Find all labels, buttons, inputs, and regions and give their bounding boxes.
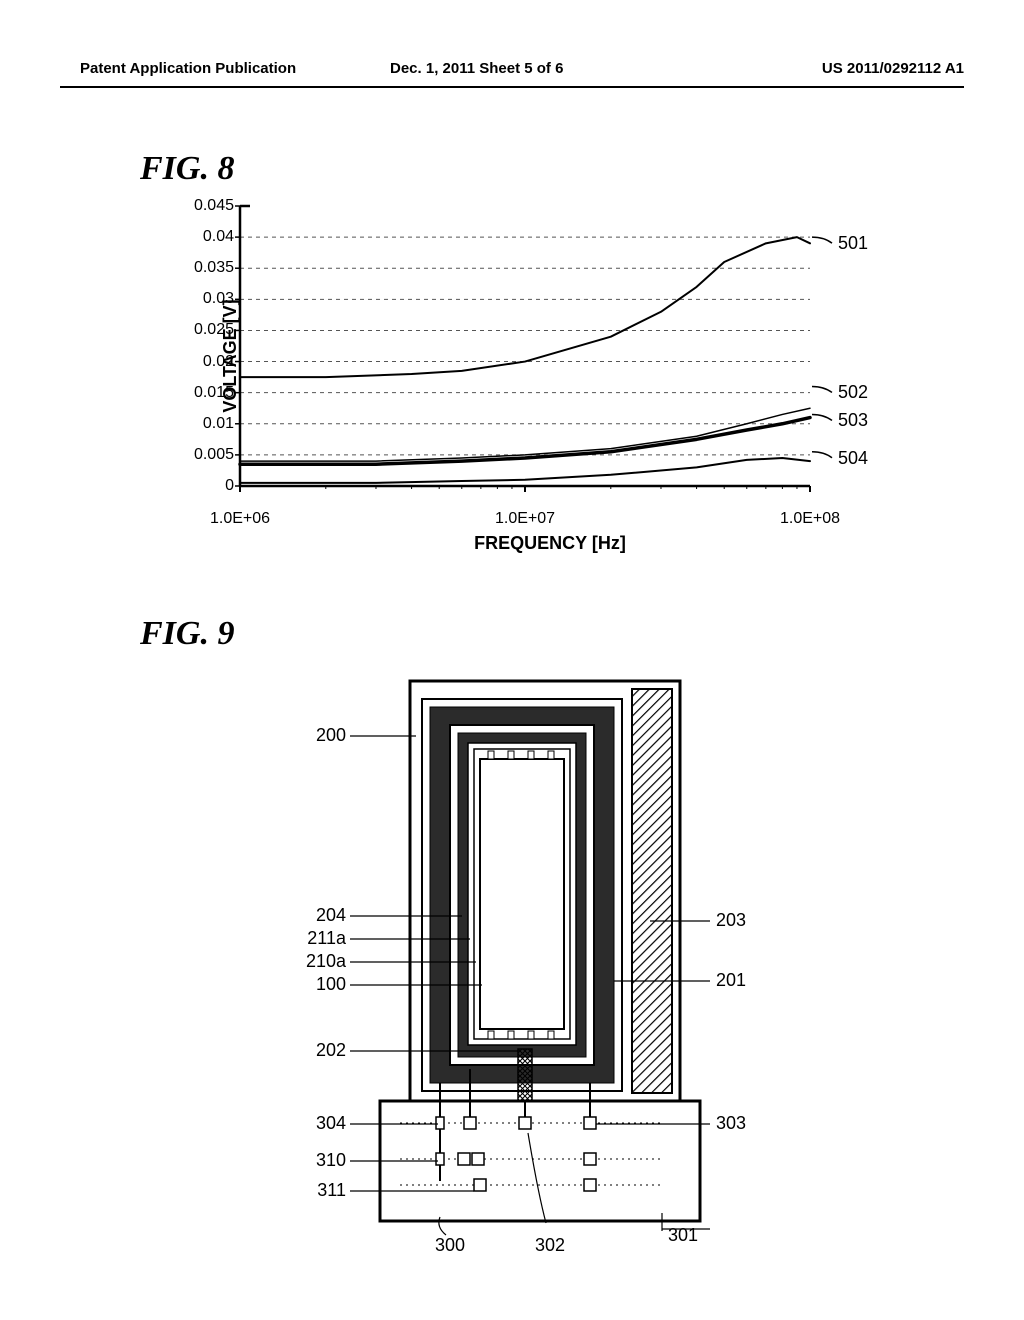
svg-text:203: 203 [716,910,746,930]
header-right: US 2011/0292112 A1 [822,60,964,77]
fig9-title: FIG. 9 [140,615,880,653]
svg-text:200: 200 [316,725,346,745]
svg-text:304: 304 [316,1113,346,1133]
fig8-callout: 504 [838,448,868,469]
fig8-xtick: 1.0E+06 [210,510,270,528]
header-left: Patent Application Publication [80,60,296,77]
svg-text:300: 300 [435,1235,465,1255]
header-mid: Dec. 1, 2011 Sheet 5 of 6 [390,60,563,77]
fig8-svg [240,206,860,506]
fig8-ytick: 0 [225,477,234,495]
fig8-xlabel: FREQUENCY [Hz] [474,533,626,554]
fig8-ytick: 0.015 [194,384,234,402]
fig8-ytick: 0.035 [194,259,234,277]
fig8-ytick: 0.02 [203,353,234,371]
fig8-ytick: 0.01 [203,415,234,433]
svg-text:202: 202 [316,1040,346,1060]
fig8-ytick: 0.025 [194,321,234,339]
svg-text:100: 100 [316,974,346,994]
figure-9: FIG. 9 200 204 211a 210a 100 202 304 310 311 203 2… [140,615,880,1291]
fig9-diagram: 200204211a210a10020230431031120320130330… [340,671,760,1291]
fig8-callout: 503 [838,410,868,431]
svg-text:310: 310 [316,1150,346,1170]
fig8-ytick: 0.005 [194,446,234,464]
fig8-callout: 501 [838,233,868,254]
svg-text:201: 201 [716,970,746,990]
svg-text:301: 301 [668,1225,698,1245]
fig9-svg: 200204211a210a10020230431031120320130330… [340,671,760,1271]
fig8-xtick: 1.0E+07 [495,510,555,528]
fig8-callout: 502 [838,382,868,403]
svg-text:211a: 211a [307,928,347,948]
figure-8: FIG. 8 VOLTAGE [V] FREQUENCY [Hz] 00.005… [140,150,880,506]
fig8-ytick: 0.03 [203,290,234,308]
svg-text:302: 302 [535,1235,565,1255]
svg-text:311: 311 [317,1180,346,1200]
svg-text:210a: 210a [306,951,347,971]
svg-text:303: 303 [716,1113,746,1133]
svg-text:204: 204 [316,905,346,925]
fig8-ytick: 0.04 [203,228,234,246]
fig8-chart: VOLTAGE [V] FREQUENCY [Hz] 00.0050.010.0… [240,206,860,506]
header-rule [60,86,964,88]
fig8-xtick: 1.0E+08 [780,510,840,528]
fig8-title: FIG. 8 [140,150,880,188]
fig8-ytick: 0.045 [194,197,234,215]
